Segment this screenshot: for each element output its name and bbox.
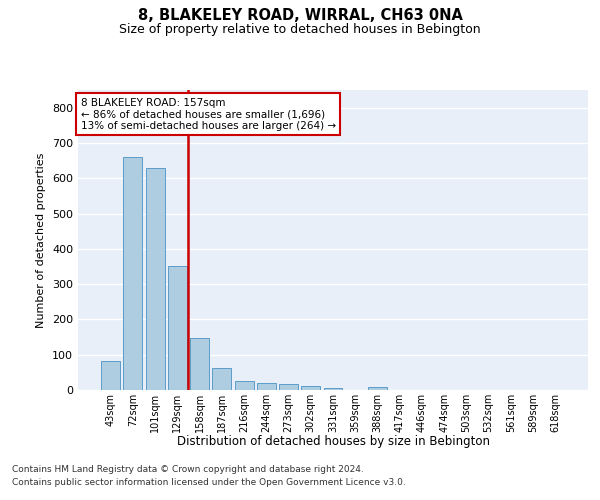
Text: 8, BLAKELEY ROAD, WIRRAL, CH63 0NA: 8, BLAKELEY ROAD, WIRRAL, CH63 0NA <box>137 8 463 22</box>
Bar <box>257 383 276 390</box>
Text: 8 BLAKELEY ROAD: 157sqm
← 86% of detached houses are smaller (1,696)
13% of semi: 8 BLAKELEY ROAD: 157sqm ← 86% of detache… <box>80 98 335 130</box>
Text: Size of property relative to detached houses in Bebington: Size of property relative to detached ho… <box>119 22 481 36</box>
Bar <box>101 361 120 390</box>
Bar <box>146 168 164 390</box>
Bar <box>235 381 254 390</box>
Y-axis label: Number of detached properties: Number of detached properties <box>37 152 46 328</box>
Bar <box>124 157 142 390</box>
Bar <box>168 266 187 390</box>
Bar <box>323 388 343 390</box>
Text: Contains public sector information licensed under the Open Government Licence v3: Contains public sector information licen… <box>12 478 406 487</box>
Text: Distribution of detached houses by size in Bebington: Distribution of detached houses by size … <box>176 435 490 448</box>
Bar <box>368 387 387 390</box>
Bar <box>279 384 298 390</box>
Bar <box>212 368 231 390</box>
Bar <box>190 338 209 390</box>
Text: Contains HM Land Registry data © Crown copyright and database right 2024.: Contains HM Land Registry data © Crown c… <box>12 466 364 474</box>
Bar <box>301 386 320 390</box>
